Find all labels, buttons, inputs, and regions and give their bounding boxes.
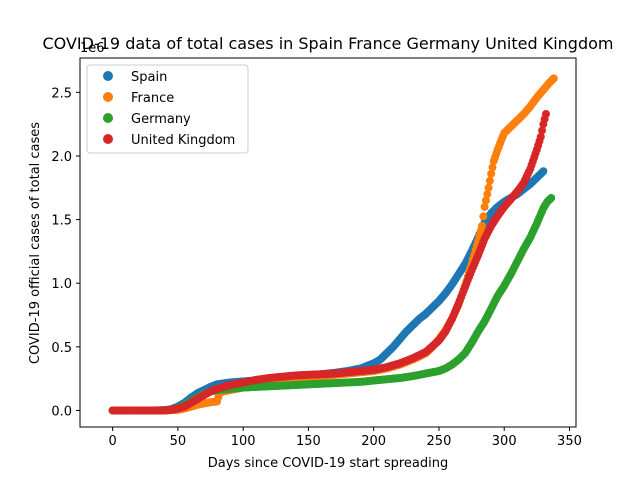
data-point <box>536 132 545 141</box>
data-point <box>480 202 489 211</box>
data-point <box>549 74 558 83</box>
legend-marker <box>103 113 113 123</box>
series-points <box>108 109 550 415</box>
legend-box <box>86 64 249 154</box>
data-point <box>483 190 492 199</box>
legend-label: Spain <box>131 70 167 85</box>
y-axis-label: COVID-19 official cases of total cases <box>28 122 43 364</box>
legend-label: France <box>131 91 174 106</box>
y-tick-label: 1.5 <box>51 214 72 229</box>
y-tick-label: 0.0 <box>51 404 72 419</box>
x-tick-label: 150 <box>296 434 321 449</box>
x-tick-label: 250 <box>427 434 452 449</box>
data-point <box>488 163 497 172</box>
x-tick-label: 300 <box>492 434 517 449</box>
data-point <box>485 176 494 185</box>
data-point <box>538 126 547 135</box>
y-tick-label: 2.5 <box>51 86 72 101</box>
x-axis-label: Days since COVID-19 start spreading <box>208 456 448 471</box>
y-tick-label: 1.0 <box>51 277 72 292</box>
legend-label: Germany <box>131 112 191 127</box>
x-tick-label: 100 <box>231 434 256 449</box>
data-point <box>547 193 556 202</box>
y-axis-ticks: 0.0 0.5 1.0 1.5 2.0 2.5 <box>51 86 80 419</box>
legend-marker <box>103 134 113 144</box>
data-point <box>539 167 548 176</box>
y-tick-label: 0.5 <box>51 341 72 356</box>
data-point <box>481 196 490 205</box>
x-tick-label: 200 <box>361 434 386 449</box>
plot-frame <box>79 57 577 428</box>
data-point <box>541 109 550 118</box>
x-tick-label: 50 <box>170 434 187 449</box>
x-tick-label: 0 <box>108 434 116 449</box>
data-points <box>108 74 558 415</box>
y-tick-label: 2.0 <box>51 150 72 165</box>
data-point <box>479 212 488 221</box>
data-point <box>484 183 493 192</box>
legend-marker <box>103 92 113 102</box>
legend-label: United Kingdom <box>131 133 235 148</box>
data-point <box>478 221 487 230</box>
x-tick-label: 350 <box>557 434 582 449</box>
chart-title: COVID-19 data of total cases in Spain Fr… <box>43 34 614 53</box>
y-offset-label: 1e6 <box>80 41 105 56</box>
legend-marker <box>103 71 113 81</box>
data-point <box>487 169 496 178</box>
legend: Spain France Germany United Kingdom <box>86 64 249 154</box>
x-axis-ticks: 0 50 100 150 200 250 300 350 <box>108 427 582 449</box>
